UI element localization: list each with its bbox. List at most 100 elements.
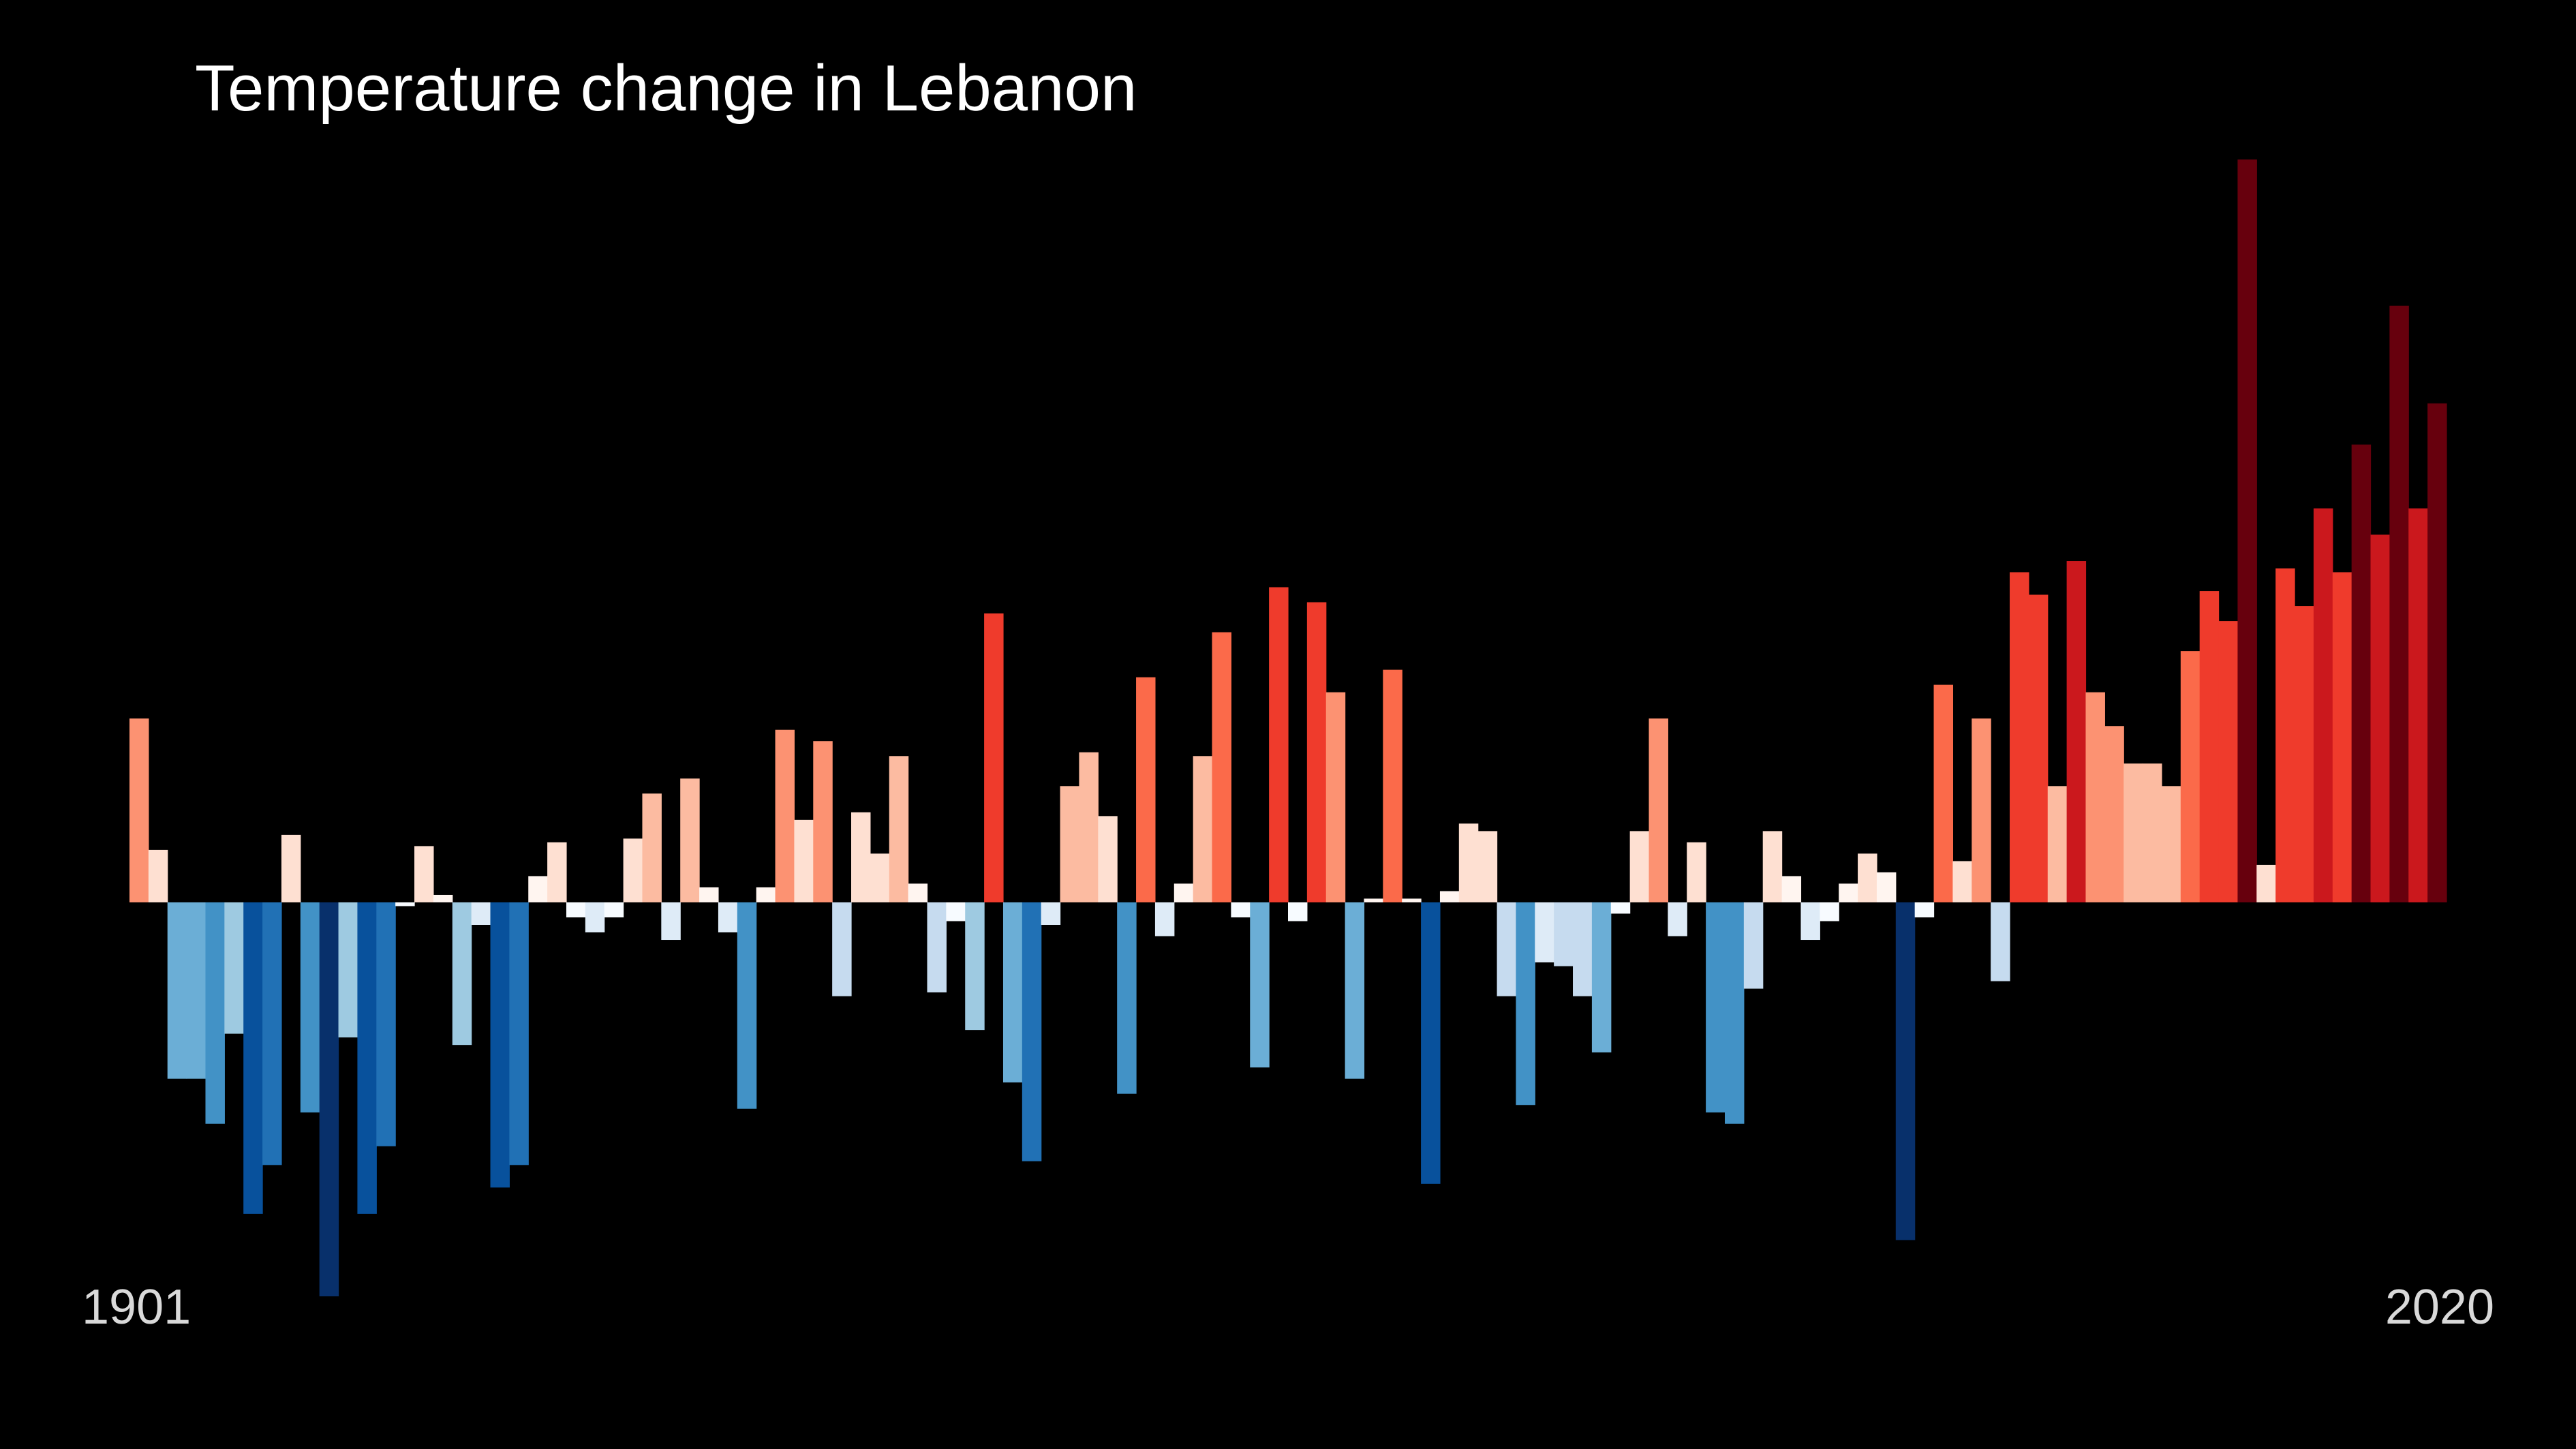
bar-1973 <box>1497 902 1517 996</box>
bar-1924 <box>566 902 586 917</box>
bar-1920 <box>490 902 510 1188</box>
bar-1945 <box>965 902 985 1031</box>
bar-1965 <box>1345 902 1365 1079</box>
bar-1928 <box>642 793 662 902</box>
bar-2002 <box>2047 786 2068 902</box>
chart-title: Temperature change in Lebanon <box>195 52 1137 125</box>
bar-1934 <box>756 887 776 902</box>
bar-2010 <box>2199 591 2220 902</box>
bar-1980 <box>1629 831 1650 902</box>
bar-1943 <box>927 902 947 993</box>
bar-1907 <box>243 902 263 1214</box>
bar-1935 <box>775 729 795 902</box>
bar-1957 <box>1193 756 1213 902</box>
bar-2022 <box>2427 403 2447 902</box>
bar-1936 <box>794 819 814 902</box>
bar-1916 <box>414 846 434 902</box>
bar-1941 <box>889 756 909 902</box>
bar-1942 <box>908 883 928 902</box>
bar-1909 <box>281 834 301 902</box>
bar-1982 <box>1668 902 1687 936</box>
bar-1903 <box>167 902 187 1079</box>
bar-2019 <box>2370 534 2390 902</box>
bar-1902 <box>148 849 168 902</box>
bar-2006 <box>2123 763 2143 902</box>
bar-1939 <box>851 812 871 902</box>
bar-1963 <box>1306 602 1327 902</box>
bar-1992 <box>1858 853 1877 902</box>
bar-2008 <box>2161 786 2181 902</box>
bar-1988 <box>1781 876 1802 902</box>
bar-1960 <box>1250 902 1270 1068</box>
bar-2021 <box>2408 508 2428 902</box>
bar-1977 <box>1573 902 1593 996</box>
bar-2013 <box>2256 864 2276 902</box>
bar-1926 <box>604 902 624 917</box>
bar-1906 <box>224 902 244 1034</box>
bar-1932 <box>718 902 738 933</box>
bar-1964 <box>1325 692 1346 902</box>
bar-1959 <box>1231 902 1251 917</box>
bar-1929 <box>661 902 681 941</box>
bar-1948 <box>1022 902 1042 1161</box>
bar-1919 <box>471 902 491 926</box>
bar-1969 <box>1421 902 1441 1184</box>
bar-1933 <box>737 902 757 1109</box>
bar-1950 <box>1060 786 1080 902</box>
bar-1954 <box>1136 677 1156 902</box>
bar-1917 <box>433 894 453 902</box>
bar-1904 <box>186 902 206 1079</box>
bar-1996 <box>1933 684 1954 902</box>
bar-1953 <box>1117 902 1137 1094</box>
bar-1910 <box>300 902 320 1113</box>
bar-1944 <box>946 902 966 921</box>
bar-1991 <box>1839 883 1858 902</box>
bar-1925 <box>585 902 605 933</box>
bar-2014 <box>2275 568 2295 902</box>
bar-1962 <box>1288 902 1308 921</box>
bar-1986 <box>1743 902 1764 989</box>
bar-1915 <box>395 902 415 906</box>
bar-1972 <box>1477 831 1498 902</box>
bar-1914 <box>376 902 396 1146</box>
bar-2012 <box>2237 159 2257 902</box>
bar-1949 <box>1041 902 1061 926</box>
bar-1985 <box>1724 902 1745 1124</box>
bar-2018 <box>2351 444 2372 902</box>
bar-1993 <box>1876 872 1897 902</box>
bar-1984 <box>1706 902 1726 1113</box>
bar-1930 <box>680 778 700 902</box>
bar-1999 <box>1991 902 2010 981</box>
bar-1971 <box>1458 823 1479 902</box>
bar-2020 <box>2389 305 2409 902</box>
bars-group <box>129 159 2447 1296</box>
bar-1978 <box>1591 902 1612 1053</box>
bar-1923 <box>547 842 567 902</box>
bar-1938 <box>832 902 852 996</box>
bar-2011 <box>2218 621 2239 902</box>
bar-1989 <box>1800 902 1820 941</box>
bar-1961 <box>1269 587 1289 902</box>
bar-1990 <box>1820 902 1839 921</box>
bar-1918 <box>452 902 472 1046</box>
bar-2015 <box>2295 606 2314 902</box>
bar-2007 <box>2143 763 2162 902</box>
bar-1983 <box>1687 842 1706 902</box>
bar-1956 <box>1174 883 1194 902</box>
bar-1908 <box>262 902 282 1165</box>
bar-2000 <box>2010 572 2029 902</box>
bar-1998 <box>1972 718 1991 902</box>
bar-1912 <box>338 902 358 1038</box>
bar-1968 <box>1402 898 1422 902</box>
bar-1976 <box>1554 902 1574 966</box>
bar-1940 <box>870 853 890 902</box>
bar-1987 <box>1762 831 1783 902</box>
bar-2004 <box>2085 692 2105 902</box>
bar-1922 <box>528 876 548 902</box>
bar-1946 <box>984 613 1004 902</box>
bar-1951 <box>1079 752 1099 902</box>
bar-1966 <box>1364 898 1383 902</box>
bar-1967 <box>1383 669 1402 902</box>
bar-1911 <box>319 902 339 1296</box>
